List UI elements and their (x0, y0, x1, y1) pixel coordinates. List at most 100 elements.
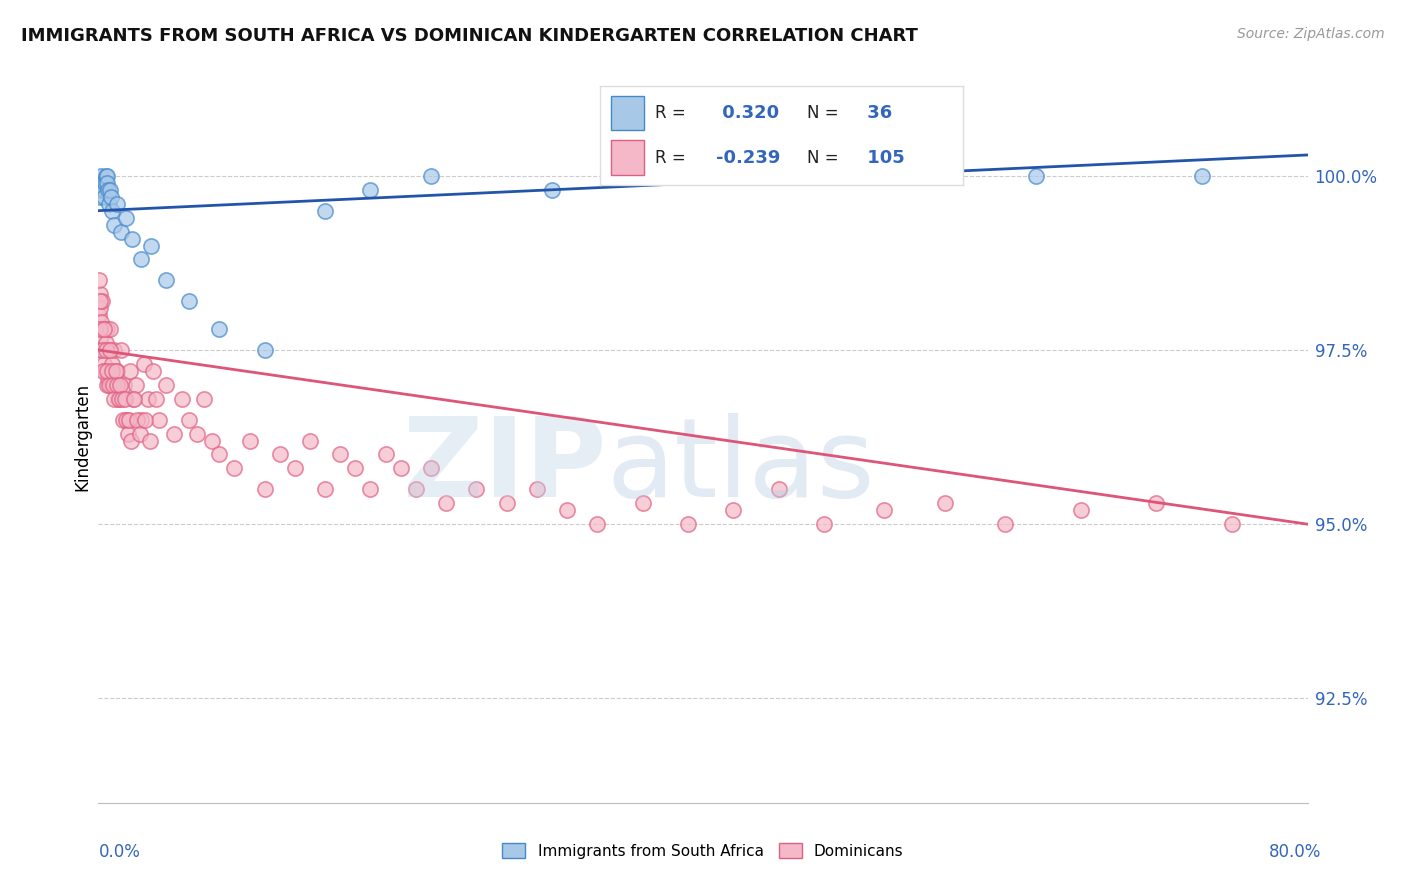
Point (98, 196, 121, 211)
Point (374, 448, 396, 462)
Point (108, 392, 131, 406)
Point (540, 183, 562, 197)
Point (129, 412, 152, 426)
Point (112, 377, 135, 392)
Point (89, 308, 111, 322)
Point (100, 190, 122, 204)
Point (676, 517, 699, 532)
Point (90, 329, 112, 343)
Point (163, 426, 186, 441)
Point (90, 169, 112, 183)
Point (224, 461, 246, 475)
Point (148, 412, 170, 426)
Point (555, 503, 578, 517)
Point (110, 343, 132, 357)
Point (125, 377, 148, 392)
Point (97, 371, 120, 385)
Point (90, 343, 112, 357)
Point (91, 183, 114, 197)
Point (132, 357, 155, 371)
Point (91, 294, 114, 309)
Point (299, 434, 322, 448)
Point (103, 218, 125, 232)
Point (101, 357, 124, 371)
Point (586, 517, 609, 532)
Point (420, 461, 443, 475)
Point (125, 412, 148, 426)
Point (344, 461, 367, 475)
Point (768, 483, 790, 497)
Point (91, 176, 114, 190)
Point (93, 322, 115, 336)
Point (269, 448, 291, 462)
Point (120, 364, 142, 378)
Point (253, 483, 276, 497)
Point (360, 183, 382, 197)
Point (104, 364, 127, 378)
Point (170, 392, 193, 406)
Point (94, 336, 117, 351)
Y-axis label: Kindergarten: Kindergarten (73, 383, 91, 491)
Point (115, 412, 138, 426)
Point (142, 364, 165, 378)
Point (314, 203, 336, 218)
Point (105, 196, 128, 211)
Point (100, 364, 122, 378)
Point (155, 273, 177, 287)
Point (89, 183, 111, 197)
Point (405, 483, 427, 497)
Point (526, 483, 548, 497)
Point (118, 412, 141, 426)
Point (93, 322, 115, 336)
Text: ZIP: ZIP (404, 413, 606, 520)
Point (90, 315, 112, 329)
Point (96, 377, 118, 392)
Point (115, 412, 138, 426)
Point (96, 364, 118, 378)
Point (100, 377, 122, 392)
Point (101, 377, 124, 392)
Point (105, 364, 128, 378)
Point (661, 169, 683, 183)
Point (134, 412, 156, 426)
Point (797, 169, 820, 183)
Point (129, 252, 152, 267)
Point (284, 461, 307, 475)
Point (89, 301, 111, 316)
Text: 80.0%: 80.0% (1270, 843, 1322, 861)
Legend: Immigrants from South Africa, Dominicans: Immigrants from South Africa, Dominicans (496, 837, 910, 864)
Point (934, 496, 956, 510)
Point (121, 231, 143, 245)
Point (110, 225, 132, 239)
Point (98, 183, 121, 197)
Point (111, 392, 134, 406)
Point (631, 496, 654, 510)
Point (122, 392, 145, 406)
Point (360, 483, 382, 497)
Point (122, 392, 145, 406)
Point (101, 203, 124, 218)
Point (96, 176, 118, 190)
Point (97, 183, 120, 197)
Point (141, 238, 163, 252)
Point (94, 343, 117, 357)
Point (114, 392, 136, 406)
Point (94, 176, 117, 190)
Point (94, 169, 117, 183)
Text: Source: ZipAtlas.com: Source: ZipAtlas.com (1237, 27, 1385, 41)
Point (91, 343, 114, 357)
Point (91, 364, 114, 378)
Point (186, 426, 208, 441)
Point (495, 496, 517, 510)
Point (723, 503, 745, 517)
Point (117, 426, 139, 441)
Point (314, 483, 336, 497)
Point (105, 377, 128, 392)
Point (434, 496, 457, 510)
Point (420, 169, 443, 183)
Point (94, 364, 117, 378)
Point (98, 322, 121, 336)
Point (239, 434, 262, 448)
Point (93, 183, 115, 197)
Point (103, 343, 125, 357)
